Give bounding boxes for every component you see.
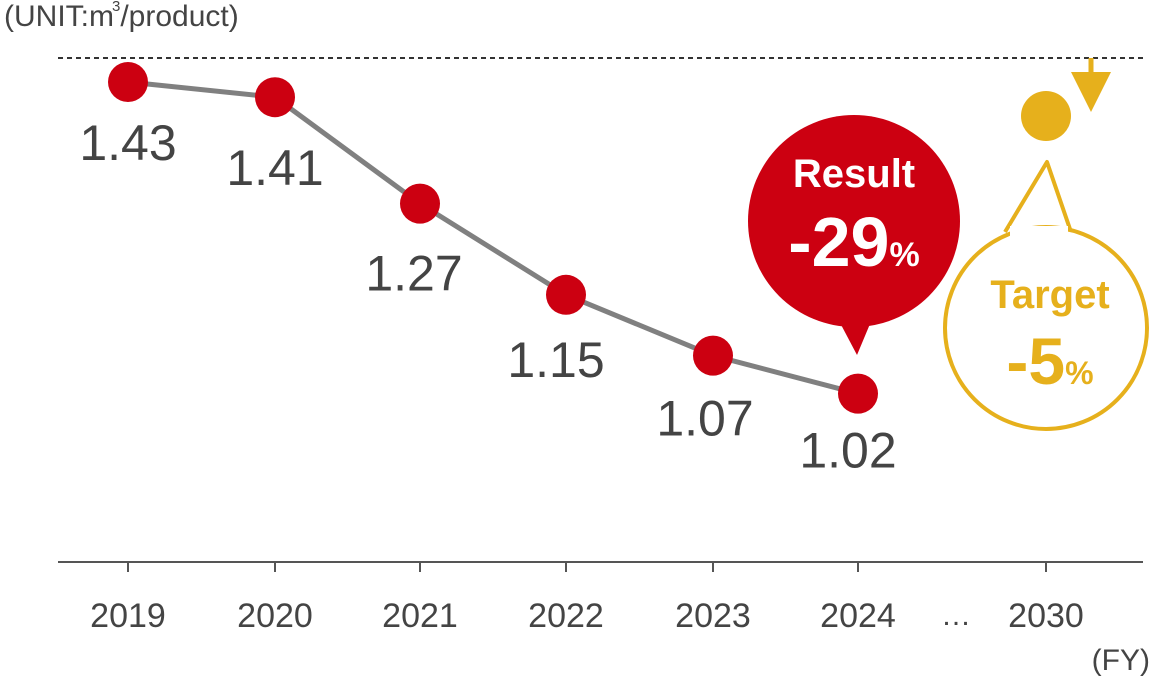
unit-label: (UNIT:m3/product) — [4, 0, 239, 34]
x-axis-label: (FY) — [1092, 644, 1150, 677]
data-point-2019 — [108, 62, 148, 102]
ellipsis-label: … — [941, 599, 971, 632]
data-label-2020: 1.41 — [226, 140, 323, 196]
target-callout: Target -5% — [943, 160, 1149, 431]
series-line — [127, 79, 859, 397]
target-unit: % — [1065, 355, 1093, 391]
unit-suffix: /product) — [120, 0, 239, 33]
target-title: Target — [990, 273, 1109, 317]
x-tick-label-2020: 2020 — [237, 597, 313, 635]
unit-prefix: (UNIT: — [4, 0, 89, 33]
result-unit: % — [889, 236, 919, 274]
target-value: -5 — [1006, 324, 1065, 398]
x-tick-label-2023: 2023 — [675, 597, 751, 635]
target-value-text: -5% — [1006, 324, 1093, 398]
data-label-2021: 1.27 — [365, 246, 462, 302]
result-value: -29 — [788, 203, 889, 281]
data-label-2024: 1.02 — [799, 423, 896, 479]
data-point-2022 — [546, 274, 586, 315]
target-point — [1021, 91, 1071, 141]
result-title: Result — [793, 152, 915, 196]
data-point-2024 — [838, 373, 878, 414]
x-tick-label-2022: 2022 — [528, 597, 604, 635]
data-label-2023: 1.07 — [656, 391, 753, 447]
data-label-2022: 1.15 — [507, 332, 604, 388]
data-point-2020 — [255, 77, 295, 118]
x-tick-label-2021: 2021 — [382, 597, 458, 635]
data-label-2019: 1.43 — [79, 115, 176, 171]
x-tick-label-2030: 2030 — [1008, 597, 1084, 635]
data-point-2021 — [400, 183, 440, 224]
data-point-2023 — [693, 335, 733, 376]
x-tick-label-2019: 2019 — [90, 597, 166, 635]
unit-superscript: 3 — [112, 0, 121, 15]
x-tick-label-2024: 2024 — [820, 597, 896, 635]
result-callout: Result -29% — [748, 115, 960, 355]
unit-m: m — [89, 0, 114, 33]
result-value-text: -29% — [788, 203, 919, 281]
